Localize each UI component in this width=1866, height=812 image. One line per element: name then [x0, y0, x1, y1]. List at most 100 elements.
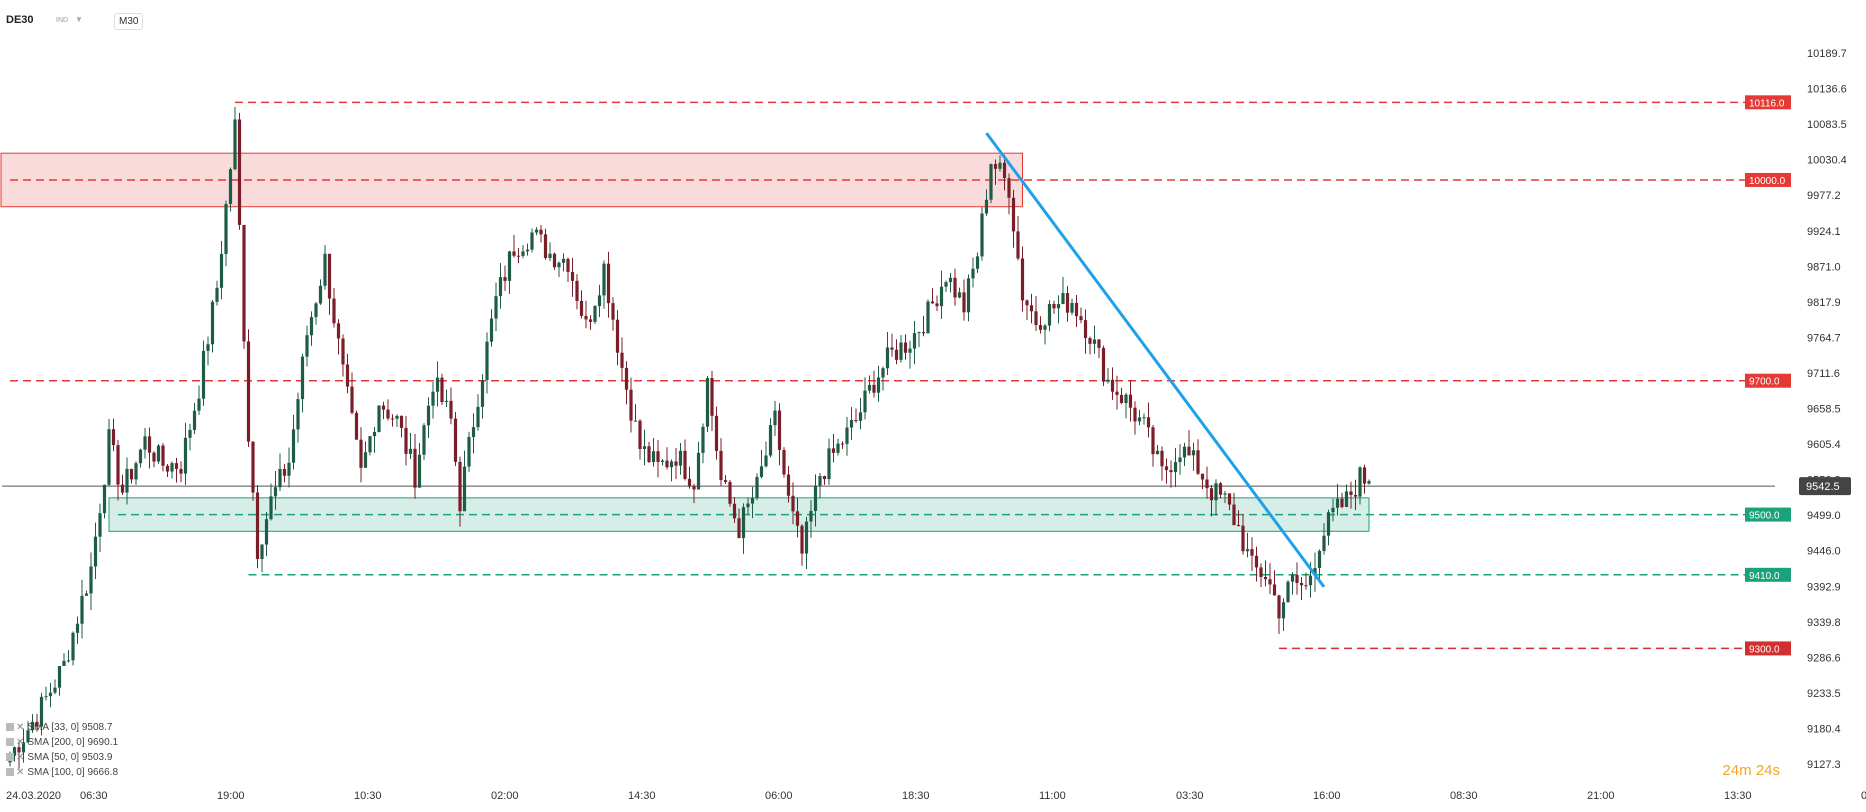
- candle-layer: [8, 106, 1371, 769]
- candle-body: [642, 446, 647, 449]
- candle-body: [260, 544, 264, 560]
- candle-body: [314, 303, 318, 318]
- candle-body: [971, 268, 975, 279]
- indicator-row[interactable]: ✕ SMA [50, 0] 9503.9: [6, 752, 112, 763]
- x-tick-label: 16:00: [1313, 790, 1341, 802]
- x-tick-label: 13:30: [1724, 790, 1752, 802]
- level-label: 9700.0: [1749, 377, 1780, 388]
- candle-body: [728, 481, 732, 504]
- candle-body: [1308, 575, 1313, 586]
- candle-body: [1043, 325, 1047, 330]
- indicator-row[interactable]: ✕ SMA [33, 0] 9508.7: [6, 722, 112, 733]
- close-icon[interactable]: ✕: [16, 767, 25, 778]
- candle-body: [773, 410, 777, 426]
- candle-body: [408, 448, 413, 454]
- candle-body: [435, 377, 440, 392]
- x-tick-label: 08:30: [1450, 790, 1478, 802]
- candle-body: [629, 389, 633, 421]
- candle-body: [467, 437, 471, 467]
- close-icon[interactable]: ✕: [16, 752, 25, 763]
- candle-body: [368, 436, 372, 453]
- candle-body: [872, 384, 876, 393]
- indicator-icon: [6, 738, 14, 747]
- candle-body: [215, 287, 219, 302]
- instrument-symbol[interactable]: DE30: [6, 14, 34, 26]
- close-icon[interactable]: ✕: [16, 722, 25, 733]
- candle-body: [741, 507, 746, 539]
- candle-body: [998, 162, 1002, 169]
- candle-body: [269, 496, 273, 520]
- candle-body: [638, 420, 642, 449]
- candle-body: [1299, 582, 1304, 586]
- candle-body: [917, 332, 921, 334]
- candle-body: [588, 319, 593, 322]
- candle-body: [840, 443, 845, 445]
- candle-body: [710, 378, 714, 416]
- candle-body: [507, 251, 512, 281]
- candle-body: [521, 251, 525, 256]
- candle-body: [318, 285, 323, 304]
- candle-body: [1083, 320, 1088, 339]
- candle-body: [935, 303, 939, 307]
- candle-body: [332, 298, 336, 324]
- candle-body: [48, 692, 53, 697]
- candle-body: [471, 427, 476, 438]
- y-tick-label: 9499.0: [1807, 510, 1841, 522]
- candle-body: [413, 448, 417, 488]
- candle-body: [1079, 316, 1083, 321]
- candle-body: [107, 429, 111, 485]
- x-tick-label: 10:30: [354, 790, 382, 802]
- indicator-label: SMA [200, 0]: [27, 737, 85, 748]
- candle-body: [1200, 473, 1205, 480]
- candle-body: [1236, 525, 1241, 527]
- candle-body: [224, 203, 228, 254]
- candle-body: [44, 696, 48, 698]
- candle-body: [282, 468, 287, 476]
- timer-minutes: 24: [1722, 762, 1740, 779]
- candle-body: [1344, 491, 1349, 507]
- indicator-row[interactable]: ✕ SMA [200, 0] 9690.1: [6, 737, 118, 748]
- candle-body: [831, 448, 836, 453]
- candle-body: [674, 461, 678, 466]
- candle-body: [1115, 391, 1119, 395]
- indicator-value: 9508.7: [81, 722, 113, 733]
- y-tick-label: 9180.4: [1807, 723, 1841, 735]
- candle-body: [1002, 162, 1007, 179]
- candle-body: [755, 476, 759, 498]
- candle-body: [305, 335, 309, 357]
- candle-body: [359, 439, 363, 468]
- candle-body: [62, 660, 66, 666]
- timer-seconds: 24: [1755, 762, 1773, 779]
- candle-body: [251, 441, 255, 493]
- candle-body: [894, 349, 899, 360]
- candle-body: [1164, 466, 1169, 471]
- axis-layer: 10189.7 10136.6 10083.5 10030.4 9977.2 9924.1…: [6, 48, 1866, 802]
- candle-body: [701, 426, 705, 453]
- indicator-label: SMA [33, 0]: [27, 722, 80, 733]
- y-tick-label: 9392.9: [1807, 581, 1841, 593]
- indicator-label: SMA [100, 0]: [27, 767, 85, 778]
- x-tick-label: 11:00: [1039, 790, 1066, 802]
- close-icon[interactable]: ✕: [16, 737, 25, 748]
- candle-body: [786, 474, 791, 496]
- level-label: 10000.0: [1749, 176, 1786, 187]
- x-tick-label: 02:00: [1861, 790, 1866, 802]
- candle-body: [1151, 427, 1155, 455]
- y-tick-label: 9764.7: [1807, 332, 1841, 344]
- chevron-down-icon[interactable]: ▼: [75, 15, 83, 24]
- current-price-label: 9542.5: [1806, 481, 1840, 493]
- candle-body: [1124, 394, 1128, 403]
- candle-body: [570, 271, 575, 281]
- candle-body: [1178, 457, 1182, 463]
- candle-body: [1182, 446, 1187, 458]
- indicator-value: 9666.8: [87, 767, 119, 778]
- candle-body: [534, 229, 539, 233]
- candle-body: [948, 277, 953, 283]
- candle-body: [453, 418, 458, 462]
- timeframe-selector[interactable]: M30: [114, 13, 144, 30]
- y-tick-label: 9817.9: [1807, 297, 1841, 309]
- instrument-type-tag: IND: [56, 17, 69, 24]
- candle-body: [498, 277, 503, 297]
- indicator-row[interactable]: ✕ SMA [100, 0] 9666.8: [6, 767, 118, 778]
